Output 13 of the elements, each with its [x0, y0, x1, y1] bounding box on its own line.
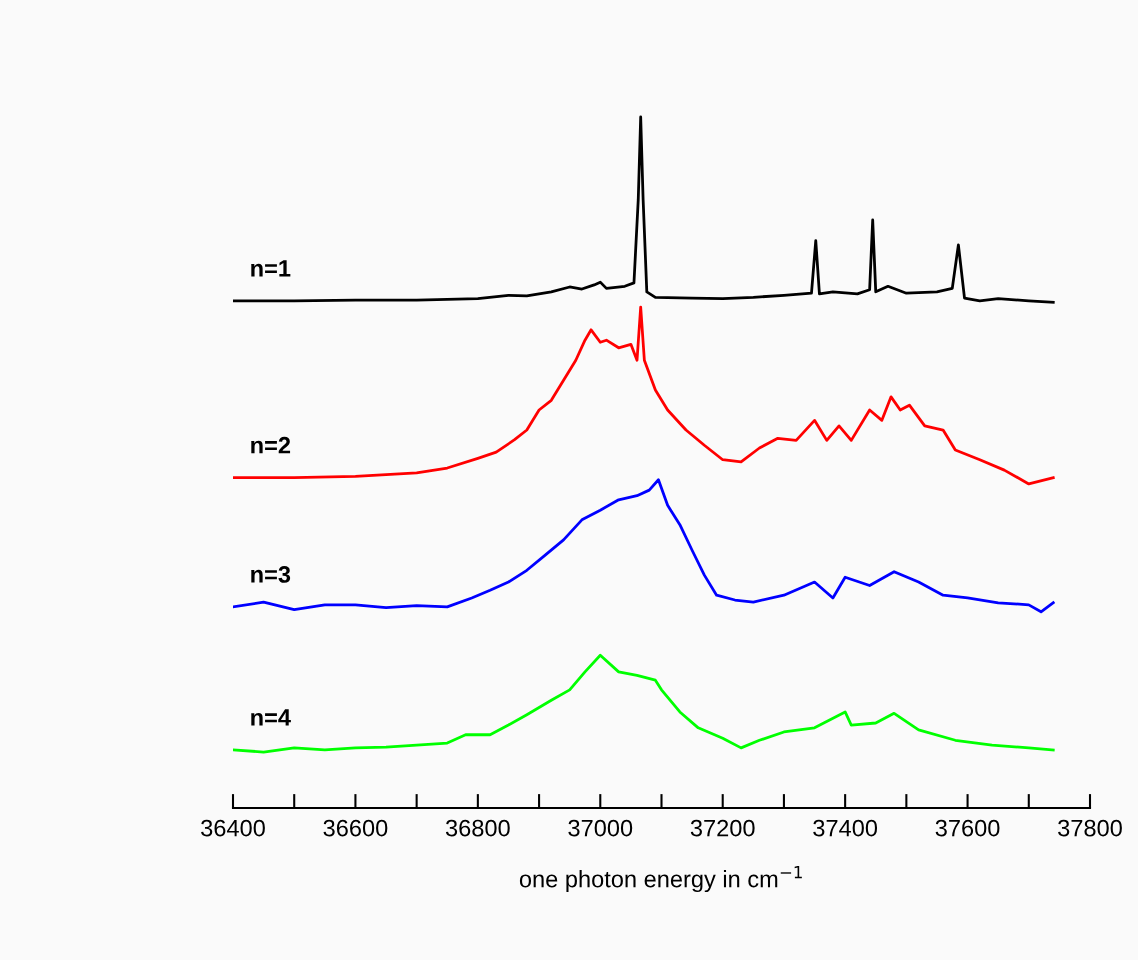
series-label: n=1 [251, 260, 291, 277]
series-label: n=2 [251, 436, 291, 454]
x-tick-label: 36600 [323, 819, 388, 837]
series-label: n=3 [251, 566, 291, 583]
series-label: n=4 [251, 709, 291, 726]
x-tick-label: 37400 [813, 819, 878, 837]
x-tick-label: 37000 [568, 819, 633, 837]
x-tick-label: 36400 [201, 819, 265, 837]
x-tick-label: 36800 [445, 819, 510, 837]
x-axis-title: one photon energy in cm$^{−1}$ [519, 866, 802, 893]
x-tick-label: 37600 [935, 819, 1000, 837]
x-tick-label: 37800 [1058, 819, 1122, 837]
x-tick-label: 37200 [690, 819, 755, 837]
